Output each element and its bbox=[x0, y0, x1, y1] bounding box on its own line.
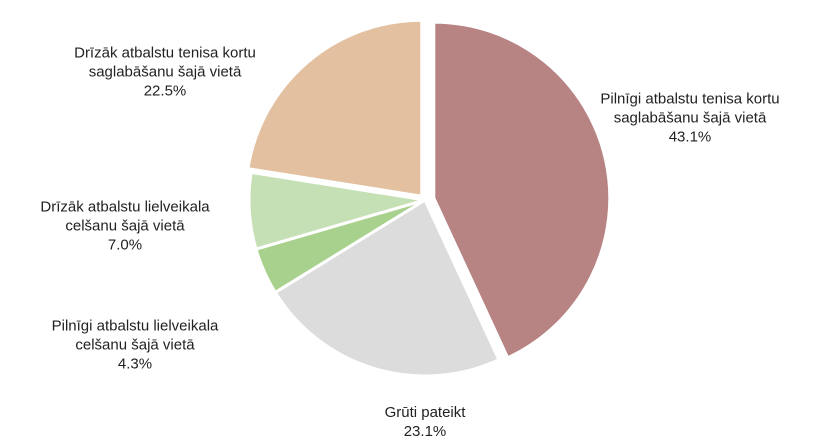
pie-slice bbox=[246, 18, 424, 198]
slice-name: Pilnīgi atbalstu lielveikala celšanu šaj… bbox=[51, 317, 219, 354]
pie-slice bbox=[247, 170, 426, 251]
slice-name: Drīzāk atbalstu lielveikala celšanu šajā… bbox=[40, 198, 210, 235]
slice-name: Grūti pateikt bbox=[384, 404, 466, 421]
slice-value: 4.3% bbox=[117, 355, 153, 373]
slice-label: Grūti pateikt 23.1% bbox=[345, 403, 505, 441]
pie-slice bbox=[432, 20, 612, 360]
slice-value: 22.5% bbox=[143, 82, 187, 100]
slice-value: 23.1% bbox=[403, 423, 447, 440]
slice-value: 43.1% bbox=[668, 128, 712, 146]
slice-value: 7.0% bbox=[107, 236, 143, 254]
pie-slice bbox=[273, 197, 501, 378]
slice-label: Drīzāk atbalstu lielveikala celšanu šajā… bbox=[35, 198, 215, 255]
slice-name: Pilnīgi atbalstu tenisa kortu saglabāšan… bbox=[600, 90, 780, 127]
slice-label: Drīzāk atbalstu tenisa kortu saglabāšanu… bbox=[65, 44, 265, 101]
slice-name: Drīzāk atbalstu tenisa kortu saglabāšanu… bbox=[74, 44, 256, 81]
slice-label: Pilnīgi atbalstu lielveikala celšanu šaj… bbox=[45, 317, 225, 374]
slice-label: Pilnīgi atbalstu tenisa kortu saglabāšan… bbox=[600, 90, 780, 147]
